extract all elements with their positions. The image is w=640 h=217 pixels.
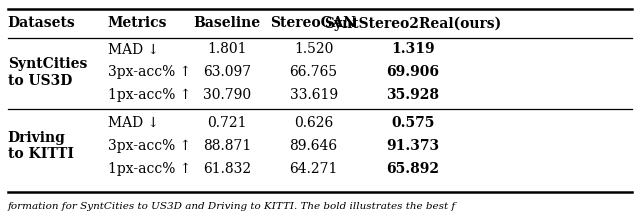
- Text: 33.619: 33.619: [289, 88, 338, 102]
- Text: SyntCities
to US3D: SyntCities to US3D: [8, 57, 87, 87]
- Text: 3px-acc% ↑: 3px-acc% ↑: [108, 65, 191, 79]
- Text: 1px-acc% ↑: 1px-acc% ↑: [108, 88, 191, 102]
- Text: 1px-acc% ↑: 1px-acc% ↑: [108, 162, 191, 176]
- Text: 0.721: 0.721: [207, 116, 247, 130]
- Text: 89.646: 89.646: [289, 139, 338, 153]
- Text: 66.765: 66.765: [289, 65, 338, 79]
- Text: StereoGAN: StereoGAN: [271, 16, 356, 30]
- Text: 61.832: 61.832: [203, 162, 252, 176]
- Text: Baseline: Baseline: [194, 16, 260, 30]
- Text: formation for SyntCities to US3D and Driving to KITTI. The bold illustrates the : formation for SyntCities to US3D and Dri…: [8, 202, 456, 211]
- Text: 0.626: 0.626: [294, 116, 333, 130]
- Text: MAD ↓: MAD ↓: [108, 116, 159, 130]
- Text: 1.801: 1.801: [207, 42, 247, 56]
- Text: 35.928: 35.928: [387, 88, 439, 102]
- Text: MAD ↓: MAD ↓: [108, 42, 159, 56]
- Text: Driving
to KITTI: Driving to KITTI: [8, 131, 74, 161]
- Text: 63.097: 63.097: [203, 65, 252, 79]
- Text: SyntStereo2Real(ours): SyntStereo2Real(ours): [324, 16, 501, 31]
- Text: 64.271: 64.271: [289, 162, 338, 176]
- Text: 30.790: 30.790: [203, 88, 252, 102]
- Text: 91.373: 91.373: [386, 139, 440, 153]
- Text: 1.319: 1.319: [391, 42, 435, 56]
- Text: Metrics: Metrics: [108, 16, 167, 30]
- Text: 0.575: 0.575: [391, 116, 435, 130]
- Text: 1.520: 1.520: [294, 42, 333, 56]
- Text: 3px-acc% ↑: 3px-acc% ↑: [108, 139, 191, 153]
- Text: 69.906: 69.906: [387, 65, 439, 79]
- Text: 65.892: 65.892: [387, 162, 439, 176]
- Text: 88.871: 88.871: [203, 139, 252, 153]
- Text: Datasets: Datasets: [8, 16, 76, 30]
